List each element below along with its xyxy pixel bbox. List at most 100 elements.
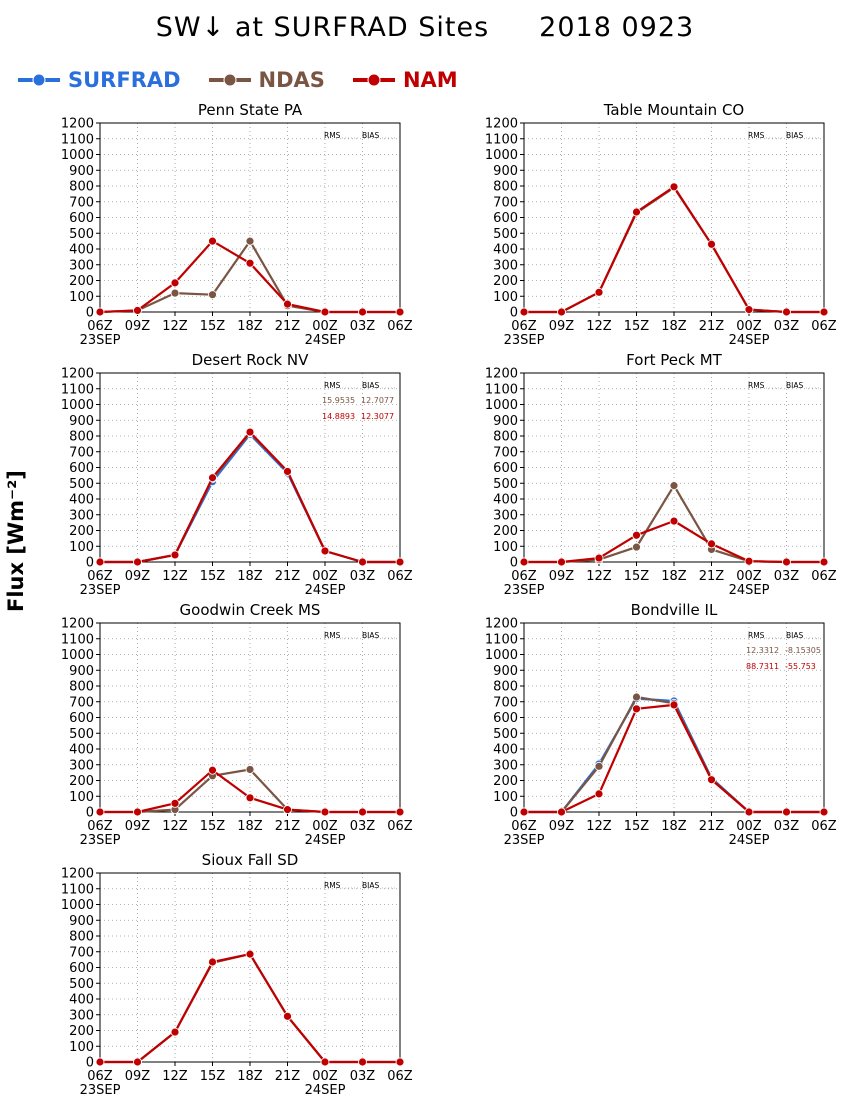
series-nam-point bbox=[95, 807, 105, 817]
y-tick-label: 1200 bbox=[61, 617, 94, 632]
stats-header-bias: BIAS bbox=[786, 381, 803, 390]
legend-label-ndas: NDAS bbox=[258, 68, 325, 92]
series-nam-point bbox=[208, 236, 217, 246]
series-nam-point bbox=[283, 299, 292, 309]
series-nam-point bbox=[744, 305, 754, 315]
series-nam-point bbox=[519, 307, 529, 317]
x-tick-label: 18Z bbox=[237, 819, 263, 834]
series-nam-point bbox=[594, 789, 604, 799]
y-tick-label: 0 bbox=[510, 806, 518, 821]
y-tick-label: 0 bbox=[86, 556, 94, 571]
x-tick-label: 15Z bbox=[200, 319, 226, 334]
x-tick-label: 03Z bbox=[774, 819, 800, 834]
legend-label-nam: NAM bbox=[402, 68, 458, 92]
stats-rms-ndas: 12.3312 bbox=[746, 646, 779, 655]
x-tick-label: 06Z bbox=[87, 319, 113, 334]
series-ndas-point bbox=[669, 481, 679, 491]
x-tick-label: 18Z bbox=[237, 569, 263, 584]
y-tick-label: 200 bbox=[69, 524, 94, 539]
series-nam-point bbox=[133, 807, 142, 817]
stats-header-rms: RMS bbox=[324, 881, 341, 890]
series-nam-point bbox=[95, 1057, 105, 1067]
panel-title: Desert Rock NV bbox=[192, 351, 309, 369]
y-tick-label: 600 bbox=[69, 461, 94, 476]
x-tick-label: 09Z bbox=[549, 569, 575, 584]
y-tick-label: 100 bbox=[69, 540, 94, 555]
x-tick-label: 06Z bbox=[87, 1069, 113, 1084]
legend-marker-nam bbox=[352, 73, 395, 87]
y-tick-label: 500 bbox=[493, 227, 518, 242]
x-date-label: 23SEP bbox=[504, 583, 545, 598]
stats-header-bias: BIAS bbox=[786, 131, 803, 140]
series-nam-point bbox=[594, 287, 604, 297]
y-tick-label: 500 bbox=[69, 477, 94, 492]
stats-bias-nam: -55.753 bbox=[785, 662, 816, 671]
series-nam-point bbox=[707, 775, 716, 785]
stats-header-rms: RMS bbox=[324, 381, 341, 390]
x-tick-label: 18Z bbox=[661, 319, 687, 334]
x-tick-label: 09Z bbox=[125, 1069, 151, 1084]
x-tick-label: 06Z bbox=[87, 819, 113, 834]
panel-fort-peck-mt: Fort Peck MT 0100200300400500600700800900… bbox=[485, 351, 837, 598]
y-tick-label: 200 bbox=[69, 774, 94, 789]
series-nam-point bbox=[133, 1057, 142, 1067]
y-tick-label: 500 bbox=[69, 977, 94, 992]
series-nam-point bbox=[245, 793, 255, 803]
y-tick-label: 900 bbox=[69, 414, 94, 429]
panel-title: Penn State PA bbox=[198, 101, 303, 119]
x-date-label: 24SEP bbox=[729, 833, 770, 848]
x-tick-label: 12Z bbox=[162, 819, 188, 834]
stats-header-bias: BIAS bbox=[362, 881, 379, 890]
series-ndas-point bbox=[632, 542, 641, 552]
series-ndas-point bbox=[208, 290, 217, 300]
series-nam-point bbox=[320, 1057, 330, 1067]
y-tick-label: 800 bbox=[69, 430, 94, 445]
series-nam-point bbox=[707, 539, 716, 549]
y-tick-label: 600 bbox=[493, 711, 518, 726]
series-nam-point bbox=[557, 557, 566, 567]
series-ndas-point bbox=[594, 761, 604, 771]
y-tick-label: 800 bbox=[69, 680, 94, 695]
series-nam-point bbox=[95, 307, 105, 317]
series-nam-point bbox=[95, 557, 105, 567]
series-nam-point bbox=[519, 807, 529, 817]
y-tick-label: 700 bbox=[493, 445, 518, 460]
series-ndas-point bbox=[170, 288, 180, 298]
x-tick-label: 15Z bbox=[624, 319, 650, 334]
legend-item-surfrad: SURFRAD bbox=[16, 68, 181, 92]
panel-table-mountain-co: Table Mountain CO 01002003004005006007008… bbox=[485, 101, 837, 348]
stats-header-rms: RMS bbox=[748, 381, 765, 390]
y-tick-label: 900 bbox=[69, 164, 94, 179]
series-ndas-point bbox=[245, 765, 255, 774]
y-tick-label: 400 bbox=[493, 493, 518, 508]
y-tick-label: 1000 bbox=[485, 648, 518, 663]
panel-title: Goodwin Creek MS bbox=[180, 601, 321, 619]
series-nam-point bbox=[744, 556, 754, 566]
y-tick-label: 300 bbox=[493, 758, 518, 773]
stats-bias-nam: 12.3077 bbox=[361, 412, 394, 421]
series-nam-point bbox=[519, 557, 529, 567]
series-nam-point bbox=[283, 805, 292, 815]
y-tick-label: 500 bbox=[493, 727, 518, 742]
y-tick-label: 1100 bbox=[485, 382, 518, 397]
y-tick-label: 700 bbox=[69, 445, 94, 460]
y-tick-label: 400 bbox=[69, 993, 94, 1008]
panel-goodwin-creek-ms: Goodwin Creek MS 010020030040050060070080… bbox=[61, 601, 413, 848]
y-tick-label: 600 bbox=[493, 211, 518, 226]
x-tick-label: 12Z bbox=[586, 569, 612, 584]
series-nam-point bbox=[744, 807, 754, 817]
stats-bias-ndas: -8.15305 bbox=[785, 646, 821, 655]
x-tick-label: 03Z bbox=[774, 319, 800, 334]
x-tick-label: 18Z bbox=[661, 819, 687, 834]
x-tick-label: 09Z bbox=[125, 569, 151, 584]
x-tick-label: 21Z bbox=[699, 319, 725, 334]
series-nam-point bbox=[245, 258, 255, 268]
y-tick-label: 900 bbox=[493, 414, 518, 429]
x-tick-label: 00Z bbox=[736, 569, 762, 584]
y-tick-label: 0 bbox=[510, 556, 518, 571]
y-tick-label: 0 bbox=[86, 306, 94, 321]
panel-title: Bondville IL bbox=[631, 601, 718, 619]
y-tick-label: 0 bbox=[86, 806, 94, 821]
y-tick-label: 300 bbox=[69, 758, 94, 773]
